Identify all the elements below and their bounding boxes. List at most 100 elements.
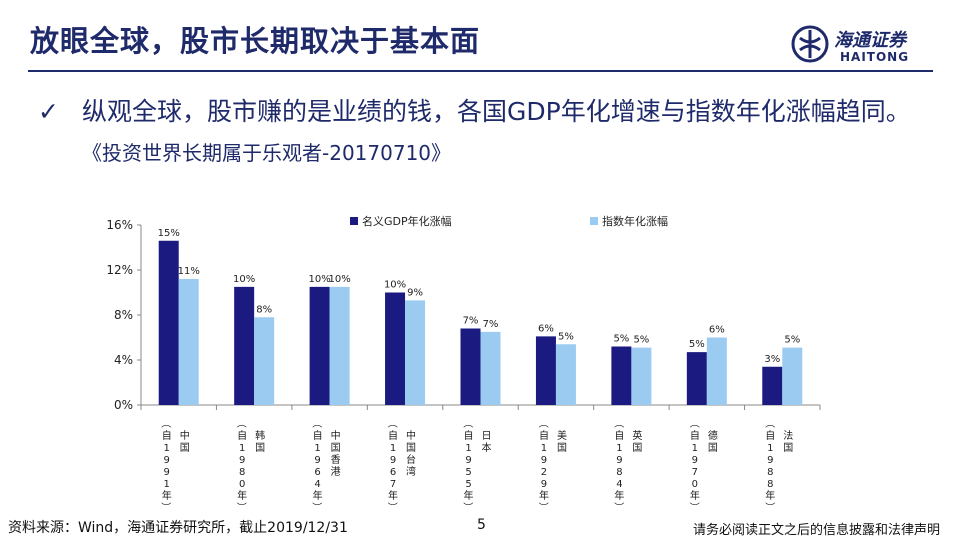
- svg-text:自: 自: [162, 429, 172, 442]
- svg-text:美: 美: [557, 429, 567, 442]
- svg-text:1: 1: [314, 443, 320, 454]
- checkmark-icon: ✓: [38, 97, 59, 126]
- svg-text:）: ）: [537, 502, 549, 510]
- svg-text:（: （: [160, 418, 172, 428]
- bar-index: [178, 279, 199, 405]
- svg-text:年: 年: [237, 489, 247, 502]
- svg-text:英: 英: [632, 429, 642, 442]
- svg-text:湾: 湾: [406, 465, 416, 478]
- svg-text:8: 8: [239, 467, 245, 478]
- legend-swatch: [590, 217, 598, 225]
- svg-text:0: 0: [692, 479, 698, 490]
- svg-text:国: 国: [255, 442, 265, 454]
- bar-index: [706, 337, 727, 405]
- svg-text:9: 9: [616, 455, 622, 466]
- svg-text:国: 国: [331, 442, 341, 454]
- bar-gdp: [385, 292, 406, 405]
- gdp-vs-index-bar-chart: 0%4%8%12%16%15%10% 10%10%7%6%5%5%3%11%8%1…: [106, 214, 821, 510]
- bar-gdp: [158, 240, 179, 405]
- svg-text:年: 年: [690, 489, 700, 502]
- svg-text:（: （: [688, 418, 700, 428]
- svg-text:5: 5: [465, 467, 471, 478]
- data-label: 5%: [558, 331, 574, 342]
- bar-gdp: [309, 286, 330, 405]
- svg-text:中: 中: [180, 429, 190, 442]
- data-label: 10%: [308, 274, 330, 285]
- svg-text:德: 德: [708, 429, 718, 442]
- data-label: 7%: [463, 316, 479, 327]
- svg-text:年: 年: [313, 489, 323, 502]
- svg-text:自: 自: [313, 429, 323, 442]
- svg-text:6: 6: [314, 467, 320, 478]
- svg-text:）: ）: [386, 502, 398, 510]
- y-tick-label: 16%: [106, 218, 133, 232]
- svg-text:1: 1: [465, 443, 471, 454]
- svg-text:0: 0: [239, 479, 245, 490]
- svg-text:9: 9: [164, 467, 170, 478]
- svg-text:）: ）: [763, 502, 775, 510]
- bar-gdp: [686, 352, 707, 405]
- svg-text:9: 9: [541, 479, 547, 490]
- svg-text:（: （: [235, 418, 247, 428]
- svg-text:9: 9: [164, 455, 170, 466]
- svg-text:年: 年: [614, 489, 624, 502]
- svg-text:中: 中: [406, 429, 416, 442]
- svg-text:）: ）: [311, 502, 323, 510]
- svg-text:9: 9: [239, 455, 245, 466]
- svg-text:本: 本: [482, 441, 492, 454]
- page-number: 5: [477, 517, 486, 533]
- svg-text:）: ）: [462, 502, 474, 510]
- bar-index: [329, 286, 350, 405]
- bullet-source: 《投资世界长期属于乐观者-20170710》: [82, 141, 452, 165]
- data-label: 8%: [256, 304, 272, 315]
- y-tick-label: 0%: [114, 398, 133, 412]
- svg-text:1: 1: [390, 443, 396, 454]
- svg-text:1: 1: [164, 443, 170, 454]
- bar-gdp: [234, 286, 255, 405]
- svg-text:年: 年: [539, 489, 549, 502]
- legend-label: 名义GDP年化涨幅: [362, 214, 452, 228]
- bar-index: [254, 317, 275, 405]
- svg-text:自: 自: [539, 429, 549, 442]
- bar-gdp: [762, 366, 783, 405]
- svg-text:年: 年: [388, 489, 398, 502]
- svg-text:国: 国: [406, 442, 416, 454]
- svg-text:年: 年: [765, 489, 775, 502]
- y-tick-label: 12%: [106, 263, 133, 277]
- svg-text:自: 自: [464, 429, 474, 442]
- svg-text:中: 中: [331, 429, 341, 442]
- bar-index: [555, 344, 576, 405]
- disclaimer-note: 请务必阅读正文之后的信息披露和法律声明: [692, 523, 940, 538]
- svg-text:5: 5: [465, 479, 471, 490]
- bar-gdp: [460, 328, 481, 405]
- data-label: 10%: [384, 280, 406, 291]
- bar-index: [480, 331, 501, 405]
- page-title: 放眼全球，股市长期取决于基本面: [30, 24, 481, 58]
- data-label: 10%: [328, 274, 350, 285]
- bar-index: [782, 347, 803, 405]
- svg-text:自: 自: [690, 429, 700, 442]
- y-tick-label: 8%: [114, 308, 133, 322]
- svg-text:法: 法: [783, 429, 793, 442]
- data-label: 5%: [689, 339, 705, 350]
- data-source-note: 资料来源：Wind，海通证券研究所，截止2019/12/31: [8, 520, 348, 536]
- haitong-logo-icon: [791, 25, 829, 63]
- svg-text:）: ）: [235, 502, 247, 510]
- data-label: 6%: [709, 325, 725, 336]
- svg-text:国: 国: [632, 442, 642, 454]
- svg-text:8: 8: [767, 467, 773, 478]
- svg-text:（: （: [612, 418, 624, 428]
- svg-text:1: 1: [239, 443, 245, 454]
- svg-text:日: 日: [482, 431, 492, 442]
- title-divider: [28, 70, 933, 72]
- svg-text:1: 1: [692, 443, 698, 454]
- svg-text:年: 年: [464, 489, 474, 502]
